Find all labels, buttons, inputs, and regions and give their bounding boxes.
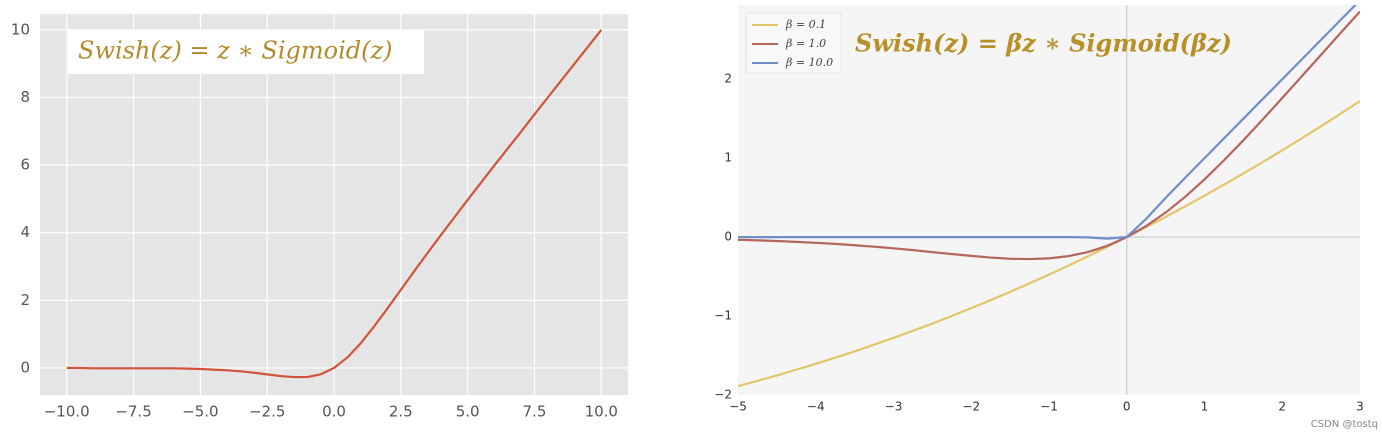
plot-background — [738, 5, 1360, 395]
x-tick-label: −3 — [885, 400, 903, 414]
legend-label: β = 10.0 — [785, 56, 833, 69]
x-tick-label: 0 — [1123, 400, 1131, 414]
chart: −5 −4 −3 −2 −1 0 1 2 3 −2 −1 0 1 2 β = 0.1 β = 1.0 β = 1… — [714, 5, 1364, 414]
watermark: CSDN @tostq — [1311, 419, 1378, 430]
y-tick-label: −2 — [714, 388, 732, 402]
legend-label: β = 0.1 — [785, 18, 826, 31]
x-tick-label: 10.0 — [585, 403, 618, 421]
y-tick-label: 4 — [20, 223, 30, 241]
y-tick-label: −1 — [714, 309, 732, 323]
y-tick-label: 2 — [724, 72, 732, 86]
title-box — [68, 30, 424, 74]
x-tick-label: 1 — [1201, 400, 1209, 414]
line — [738, 10, 1360, 261]
y-tick-label: 1 — [724, 151, 732, 165]
x-tick-label: −4 — [807, 400, 825, 414]
y-tick-label: 2 — [20, 291, 30, 309]
legend-label: β = 1.0 — [785, 37, 826, 50]
x-tick-label: −7.5 — [115, 403, 151, 421]
chart-title: Swish(z) = z ∗ Sigmoid(z) — [78, 37, 392, 65]
line — [738, 5, 1357, 240]
y-tick-label: 0 — [724, 230, 732, 244]
x-tick-label: −2.5 — [249, 403, 285, 421]
x-tick-label: −5.0 — [182, 403, 218, 421]
y-tick-label: 10 — [11, 20, 30, 38]
chart: −10.0 −7.5 −5.0 −2.5 0.0 2.5 5.0 7.5 10.0 0 2 4 6 8 10… — [11, 14, 628, 421]
x-tick-label: 7.5 — [523, 403, 547, 421]
x-tick-label: −5 — [729, 400, 747, 414]
x-tick-label: 3 — [1356, 400, 1364, 414]
chart-title: Swish(z) = βz ∗ Sigmoid(βz) — [855, 29, 1232, 58]
x-tick-label: −1 — [1040, 400, 1058, 414]
x-tick-label: 2 — [1278, 400, 1286, 414]
y-tick-label: 8 — [20, 88, 30, 106]
x-tick-label: 0.0 — [322, 403, 346, 421]
y-tick-label: 0 — [20, 358, 30, 376]
line — [66, 29, 603, 379]
line — [738, 100, 1360, 388]
x-tick-label: 2.5 — [389, 403, 413, 421]
x-tick-label: −10.0 — [44, 403, 90, 421]
x-tick-label: −2 — [962, 400, 980, 414]
x-tick-label: 5.0 — [456, 403, 480, 421]
y-tick-label: 6 — [20, 156, 30, 174]
